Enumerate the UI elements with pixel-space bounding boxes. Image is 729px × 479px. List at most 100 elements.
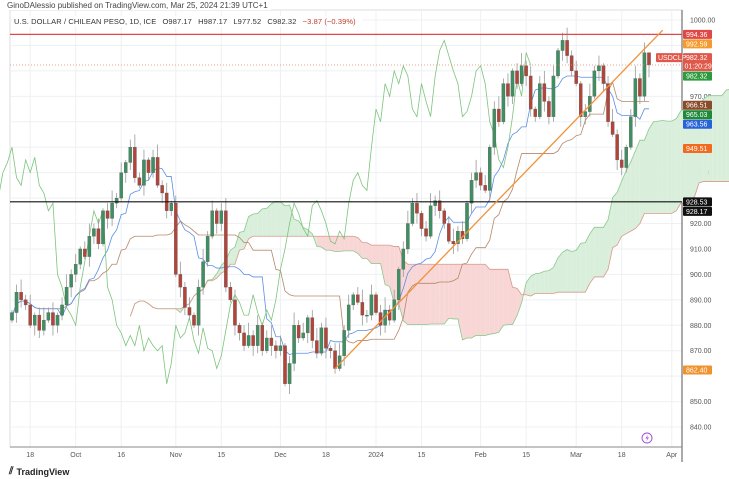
cloud-segment — [376, 245, 381, 264]
cloud-segment — [671, 118, 677, 214]
cloud-segment — [294, 219, 299, 237]
price-tag-value: 982.32 — [686, 55, 708, 62]
price-tag: 994.36 — [683, 29, 712, 39]
candle — [233, 289, 237, 336]
candle-body — [579, 83, 583, 117]
cloud-segment — [576, 243, 581, 293]
candle-body — [60, 304, 64, 316]
candle — [624, 144, 629, 173]
candle — [519, 53, 524, 87]
candle-body — [610, 121, 615, 135]
candle — [269, 325, 274, 356]
candle — [315, 327, 319, 359]
candle — [324, 317, 328, 359]
lightning-icon[interactable] — [641, 432, 653, 444]
candle-body — [169, 203, 173, 211]
cloud-segment — [353, 236, 358, 254]
candle — [433, 195, 437, 216]
cloud-segment — [635, 140, 640, 229]
candle-body — [224, 210, 228, 288]
candle-body — [392, 299, 396, 321]
candle-body — [574, 70, 578, 84]
candle-body — [419, 213, 424, 229]
y-tick-label: 890.00 — [690, 297, 712, 304]
candle-body — [351, 294, 355, 306]
candle-body — [410, 203, 415, 224]
x-tick-label: 18 — [322, 452, 330, 459]
candle — [551, 65, 556, 122]
x-tick-label: Dec — [274, 452, 287, 459]
candle — [597, 55, 601, 82]
candle-body — [547, 101, 551, 117]
candle-body — [601, 65, 606, 84]
cloud-segment — [626, 161, 631, 234]
price-tag-bg — [683, 110, 712, 120]
candle — [428, 192, 433, 239]
cloud-segment — [653, 121, 659, 214]
candle-body — [305, 317, 310, 334]
candle — [96, 218, 101, 249]
y-tick-label: 910.00 — [690, 246, 712, 253]
price-tag-value: 928.17 — [686, 209, 708, 216]
candle — [192, 312, 196, 328]
candle-body — [606, 83, 610, 122]
candle-body — [37, 314, 42, 331]
candle — [542, 70, 547, 112]
price-tag-value: 966.51 — [686, 103, 708, 110]
cloud-segment — [676, 110, 681, 211]
candle — [642, 42, 647, 102]
candle-body — [192, 314, 196, 326]
candle-body — [23, 299, 28, 306]
candle — [92, 223, 96, 244]
candle — [133, 134, 137, 183]
candle — [528, 65, 533, 117]
trendline — [334, 29, 664, 369]
cloud-segment — [448, 264, 454, 319]
candle — [492, 101, 497, 155]
candle — [619, 149, 624, 176]
cloud-segment — [721, 89, 727, 182]
candle-body — [515, 70, 519, 84]
x-tick-label: Mar — [570, 452, 583, 459]
candle-body — [228, 286, 233, 300]
candle — [510, 68, 515, 104]
close-value: C982.32 — [267, 17, 297, 26]
candle — [487, 144, 492, 201]
cloud-segment — [612, 192, 618, 248]
candle — [579, 81, 583, 127]
candle — [78, 246, 83, 270]
candle-body — [205, 236, 210, 262]
candle — [610, 109, 615, 138]
candle — [501, 78, 506, 125]
candle-body — [96, 228, 101, 245]
cloud-segment — [658, 120, 663, 214]
candle — [201, 248, 205, 295]
candle — [60, 297, 64, 321]
cloud-segment — [476, 264, 481, 336]
candle-body — [51, 312, 55, 326]
leading-span-a — [129, 89, 729, 341]
symbol-title[interactable]: U.S. DOLLAR / CHILEAN PESO, 1D, ICE — [14, 17, 157, 26]
candle-body — [87, 236, 92, 257]
candle-body — [638, 78, 642, 97]
cloud-segment — [330, 236, 336, 252]
candle-body — [269, 337, 274, 346]
candle — [465, 200, 469, 242]
price-tag: 928.17 — [683, 206, 712, 216]
candle-body — [533, 108, 538, 117]
candle — [560, 32, 565, 61]
lightning-icon-bolt — [645, 434, 649, 442]
cloud-segment — [289, 205, 295, 237]
cloud-segment — [430, 264, 436, 325]
candle — [124, 159, 128, 183]
candle — [287, 355, 292, 394]
candle — [242, 325, 246, 351]
candle-body — [278, 345, 283, 351]
candle-body — [46, 312, 51, 321]
price-tag-bg — [683, 39, 712, 49]
candle-body — [483, 185, 487, 191]
cloud-segment — [407, 264, 413, 325]
y-tick-label: 850.00 — [690, 399, 712, 406]
candle-body — [119, 172, 123, 199]
